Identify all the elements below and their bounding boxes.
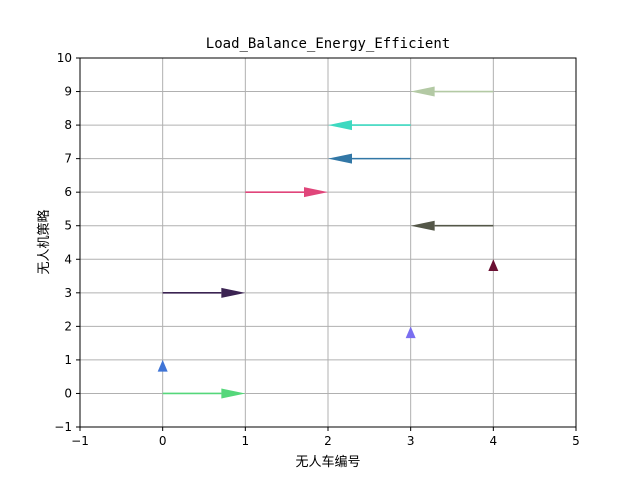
arrow-head: [410, 220, 435, 231]
y-tick-label: −1: [54, 420, 72, 434]
arrows-group: [157, 86, 499, 399]
arrow-head: [221, 388, 246, 399]
arrow-head: [328, 120, 352, 131]
x-tick-label: 2: [324, 434, 332, 448]
x-tick-label: 5: [572, 434, 580, 448]
y-tick-label: 9: [64, 85, 72, 99]
y-tick-label: 7: [64, 152, 72, 166]
y-tick-label: 0: [64, 386, 72, 400]
x-tick-label: 4: [490, 434, 498, 448]
arrow-head: [405, 326, 416, 339]
quiver-arrow: [245, 187, 328, 198]
chart-title: Load_Balance_Energy_Efficient: [206, 36, 450, 52]
x-tick-label: 0: [159, 434, 167, 448]
y-tick-label: 2: [64, 319, 72, 333]
x-tick-label: 1: [242, 434, 250, 448]
y-axis-label: 无人机策略: [36, 209, 52, 274]
quiver-arrow: [410, 86, 494, 97]
arrow-head: [410, 86, 435, 97]
y-tick-label: 8: [64, 118, 72, 132]
y-tick-label: 3: [64, 286, 72, 300]
y-tick-label: 4: [64, 252, 72, 266]
grid: [79, 57, 577, 428]
quiver-arrow: [328, 153, 411, 164]
y-tick-label: 1: [64, 353, 72, 367]
quiver-arrow: [405, 326, 416, 339]
ticks-group: −1 0 1 2 3 4 5 −1 0 1 2 3 4 5 6 7 8 9 10: [54, 51, 580, 448]
arrow-head: [488, 259, 499, 272]
x-axis-label: 无人车编号: [295, 454, 360, 470]
y-tick-label: 5: [64, 219, 72, 233]
quiver-arrow: [328, 120, 411, 131]
arrow-head: [328, 153, 352, 164]
y-tick-label: 6: [64, 185, 72, 199]
arrow-head: [157, 359, 168, 372]
quiver-arrow: [162, 287, 246, 298]
arrow-head: [304, 187, 328, 198]
quiver-arrow: [162, 388, 246, 399]
quiver-arrow: [157, 359, 168, 372]
quiver-arrow: [488, 259, 499, 272]
y-tick-label: 10: [57, 51, 72, 65]
x-tick-label: −1: [71, 434, 89, 448]
x-tick-label: 3: [407, 434, 415, 448]
quiver-arrow: [410, 220, 494, 231]
arrow-head: [221, 287, 246, 298]
